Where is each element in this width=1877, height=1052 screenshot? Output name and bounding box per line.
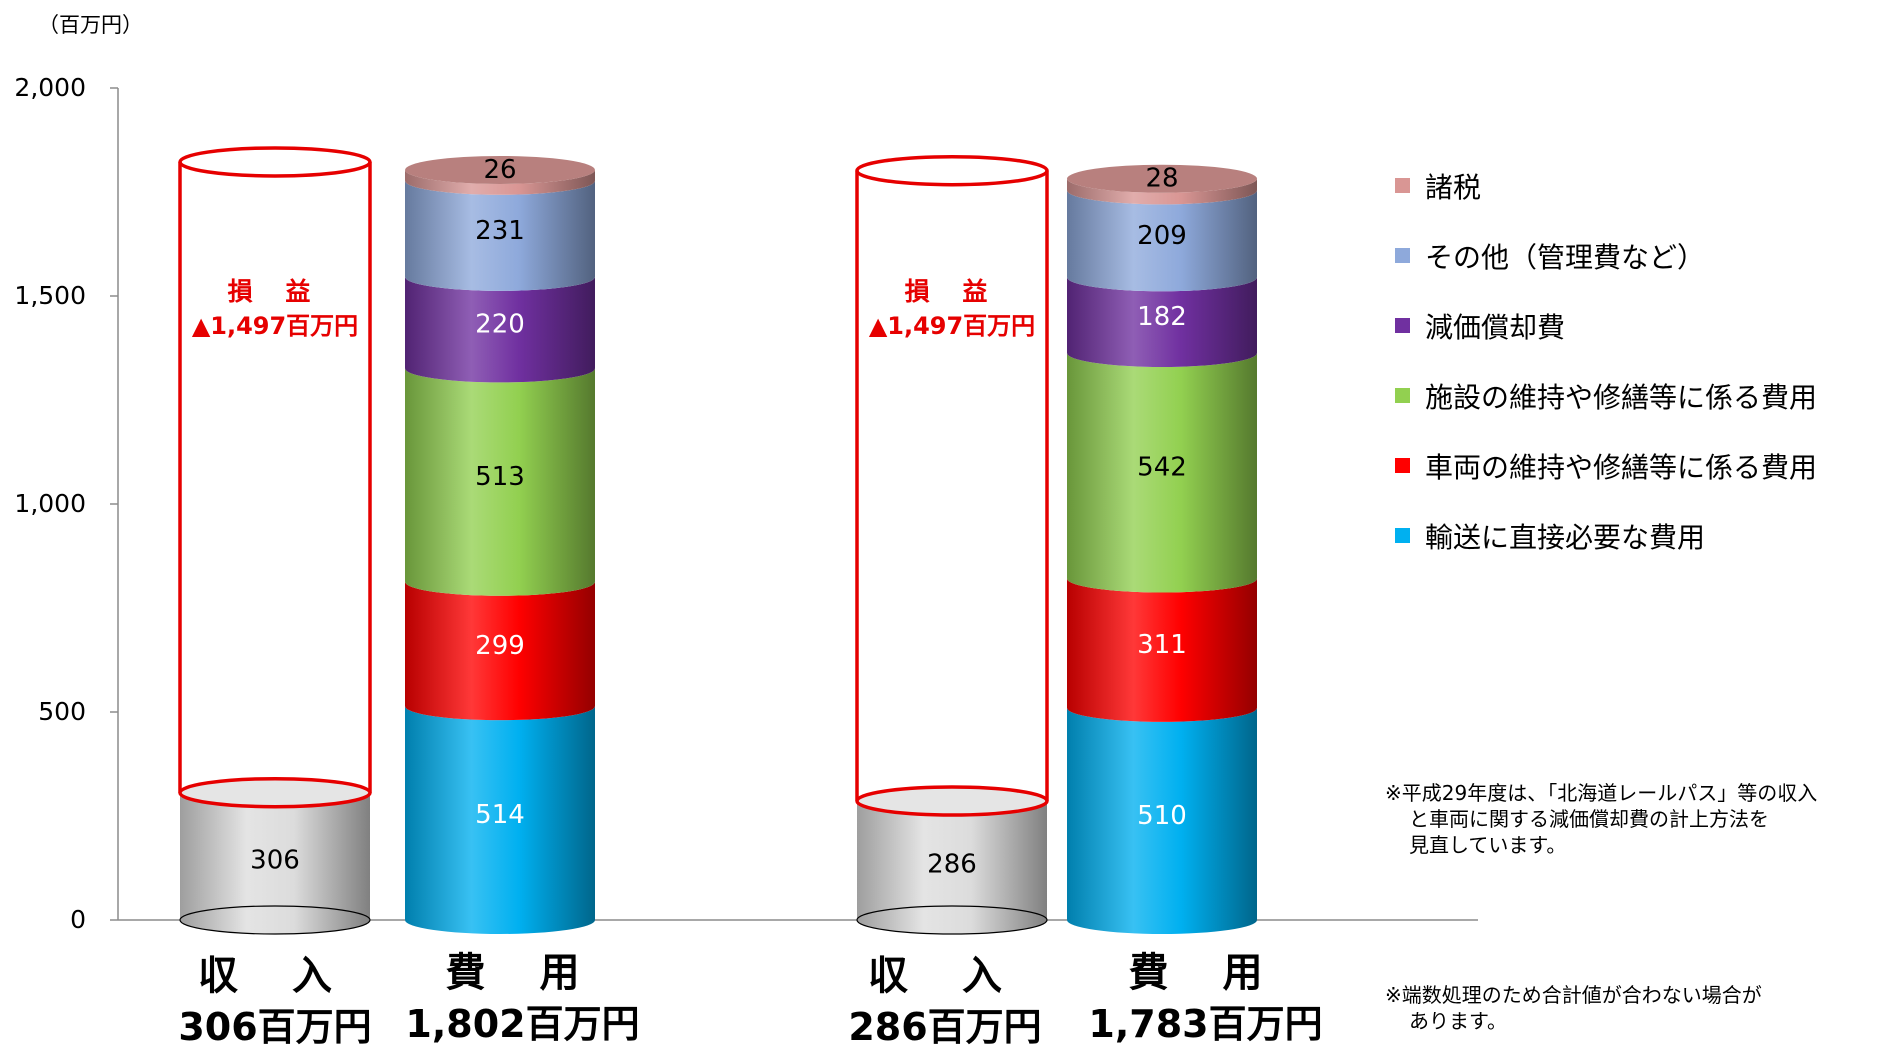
revenue-caption-2: 収 入 286百万円	[835, 950, 1055, 1052]
expense-segment	[1067, 707, 1258, 934]
legend-swatch	[1395, 528, 1410, 543]
caption-title: 収 入	[868, 953, 1022, 999]
revenue-top	[178, 776, 372, 809]
caption-title: 費 用	[445, 950, 600, 996]
legend-label: 車両の維持や修繕等に係る費用	[1425, 451, 1818, 484]
legend-label: 輸送に直接必要な費用	[1425, 521, 1706, 554]
expense-segment	[1067, 178, 1258, 205]
y-tick-label: 0	[70, 905, 86, 934]
unit-label: （百万円）	[38, 13, 143, 37]
expense-caption-1: 費 用 1,802百万円	[395, 947, 650, 1049]
expense-value-label: 299	[475, 631, 525, 661]
expense-segment	[1067, 190, 1258, 292]
expense-top	[1067, 164, 1257, 193]
legend-label: その他（管理費など）	[1425, 241, 1706, 274]
y-tick-label: 2,000	[14, 73, 86, 102]
note-rounding: ※端数処理のため合計値が合わない場合が あります。	[1385, 982, 1762, 1034]
note-line: ※端数処理のため合計値が合わない場合が	[1385, 983, 1762, 1007]
caption-amount: 306百万円	[178, 1005, 372, 1049]
legend-label: 施設の維持や修繕等に係る費用	[1425, 381, 1818, 414]
expense-top	[405, 155, 595, 184]
caption-title: 費 用	[1128, 950, 1283, 996]
caption-amount: 1,783百万円	[1088, 1002, 1323, 1046]
expense-segment	[405, 276, 595, 383]
expense-segment	[405, 581, 595, 721]
note-calculation-method: ※平成29年度は、「北海道レールパス」等の収入 と車両に関する減価償却費の計上方…	[1385, 780, 1817, 858]
expense-value-label: 209	[1137, 221, 1187, 251]
revenue-bar	[180, 792, 370, 934]
note-line: と車両に関する減価償却費の計上方法を	[1409, 807, 1769, 831]
loss-title: 損 益	[905, 277, 1000, 306]
expense-value-label: 514	[475, 800, 525, 830]
legend-label: 諸税	[1425, 171, 1482, 204]
expense-caption-2: 費 用 1,783百万円	[1078, 947, 1333, 1049]
expense-value-label: 28	[1145, 164, 1178, 194]
y-tick-label: 500	[38, 697, 86, 726]
loss-title: 損 益	[228, 277, 323, 306]
note-line: 見直しています。	[1409, 833, 1567, 857]
expense-segment	[405, 180, 595, 291]
expense-value-label: 231	[475, 216, 525, 246]
loss-outline	[178, 161, 372, 793]
revenue-value-label: 286	[927, 850, 977, 880]
expense-value-label: 182	[1137, 302, 1187, 332]
expense-segment	[405, 368, 595, 596]
legend-swatch	[1395, 388, 1410, 403]
y-tick-label: 1,500	[14, 281, 86, 310]
caption-title: 収 入	[198, 953, 352, 999]
note-line: あります。	[1409, 1009, 1507, 1033]
expense-value-label: 513	[475, 462, 525, 492]
expense-segment	[1067, 352, 1258, 593]
legend-swatch	[1395, 248, 1410, 263]
revenue-bar	[857, 801, 1047, 934]
loss-amount: ▲1,497百万円	[192, 312, 358, 340]
loss-amount: ▲1,497百万円	[869, 312, 1035, 340]
legend-swatch	[1395, 458, 1410, 473]
caption-amount: 1,802百万円	[405, 1002, 640, 1046]
note-line: ※平成29年度は、「北海道レールパス」等の収入	[1385, 781, 1818, 805]
revenue-base	[856, 905, 1048, 935]
expense-value-label: 510	[1137, 801, 1187, 831]
expense-value-label: 542	[1137, 453, 1187, 483]
revenue-value-label: 306	[250, 845, 300, 875]
y-tick-label: 1,000	[14, 489, 86, 518]
expense-segment	[1067, 277, 1258, 367]
expense-segment	[405, 706, 595, 934]
caption-amount: 286百万円	[848, 1005, 1042, 1049]
expense-segment	[405, 169, 595, 195]
expense-value-label: 311	[1137, 630, 1187, 660]
revenue-caption-1: 収 入 306百万円	[165, 950, 385, 1052]
legend-label: 減価償却費	[1425, 311, 1566, 344]
loss-top	[178, 146, 372, 178]
legend-swatch	[1395, 178, 1410, 193]
expense-segment	[1067, 578, 1258, 722]
revenue-top	[855, 785, 1049, 817]
expense-value-label: 26	[483, 155, 516, 185]
legend-swatch	[1395, 318, 1410, 333]
expense-value-label: 220	[475, 310, 525, 340]
loss-top	[855, 154, 1049, 187]
revenue-base	[179, 905, 371, 935]
loss-outline	[855, 170, 1049, 802]
